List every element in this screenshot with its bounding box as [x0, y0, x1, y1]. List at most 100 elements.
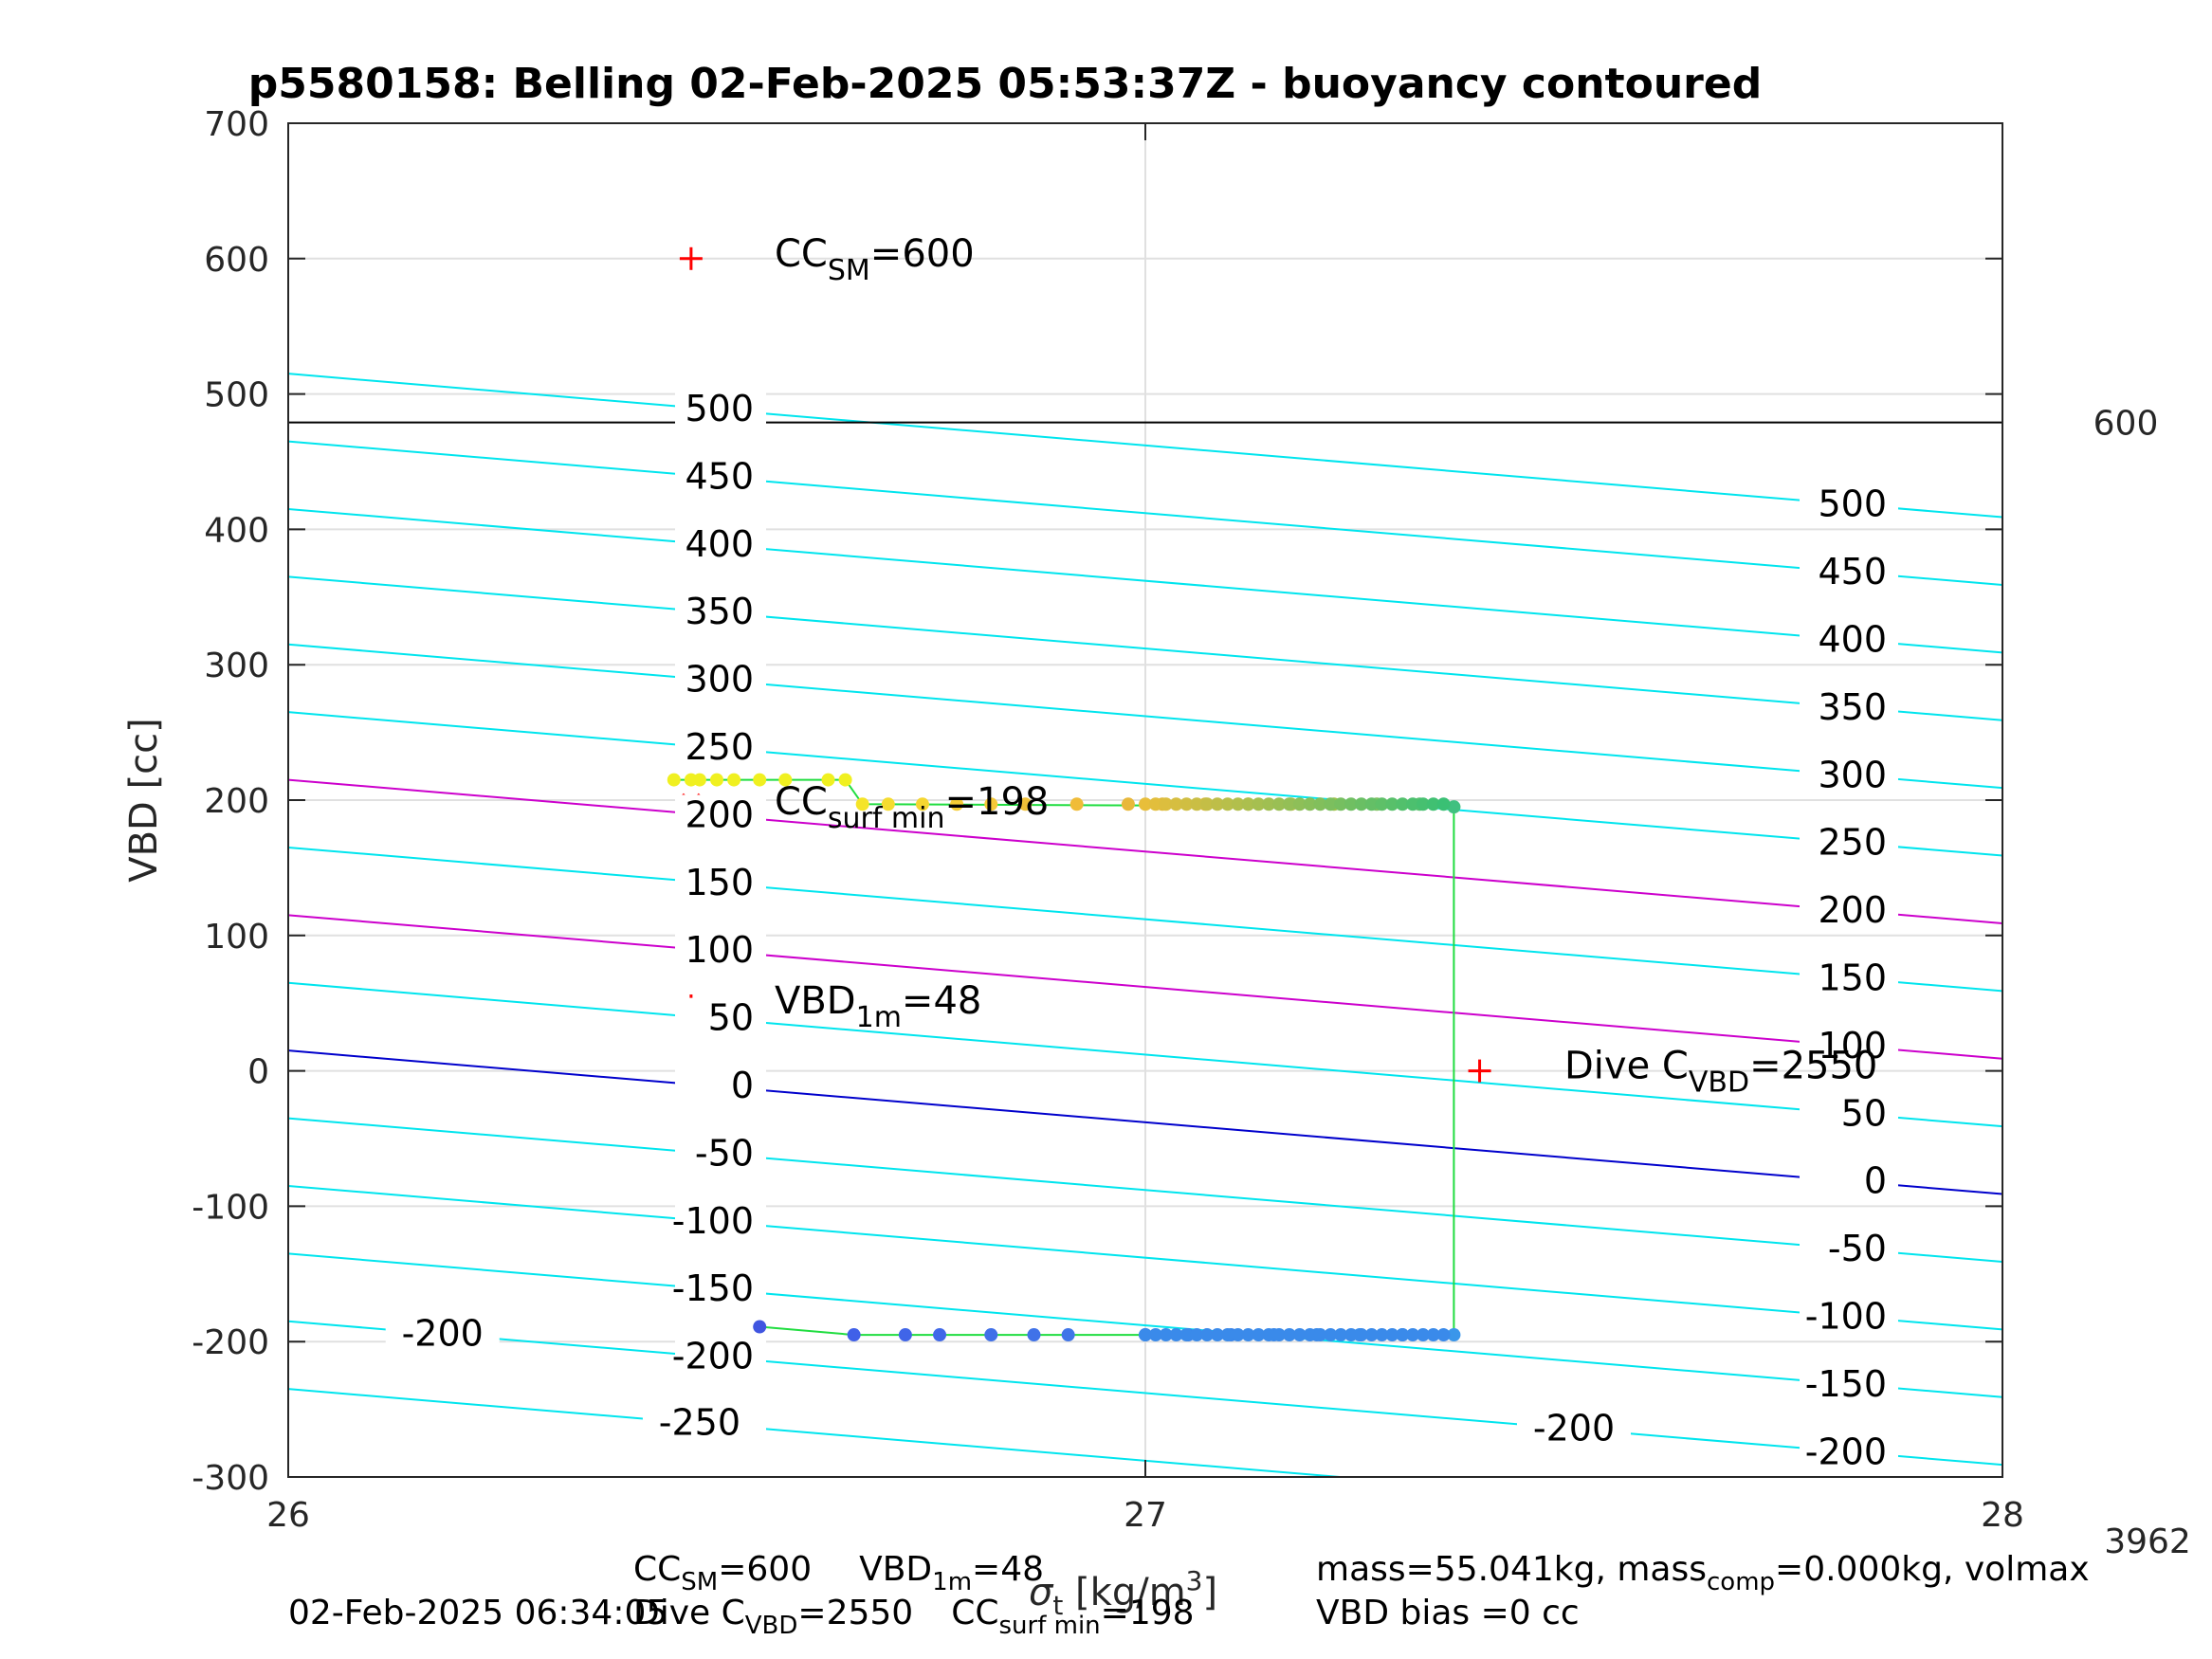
contour-label-right: 0 — [1864, 1160, 1887, 1202]
reference-line: 600 — [288, 405, 2158, 444]
contour-label-right: -200 — [1805, 1431, 1887, 1472]
data-point — [667, 773, 681, 787]
data-point — [915, 797, 929, 811]
data-point — [1210, 797, 1224, 811]
data-point — [1262, 797, 1276, 811]
data-point — [1375, 797, 1389, 811]
contour-label-left: 300 — [685, 659, 754, 701]
contour-label-bg — [675, 1200, 766, 1243]
y-tick-label: -100 — [192, 1188, 269, 1227]
contour-line — [288, 914, 2002, 1060]
contour-line — [288, 1117, 2002, 1263]
data-point — [1396, 797, 1410, 811]
data-point — [1210, 1328, 1224, 1342]
contour-label-left: 50 — [708, 997, 754, 1039]
data-point — [1334, 797, 1348, 811]
data-point — [838, 773, 852, 787]
contour-label-left: -50 — [695, 1132, 754, 1174]
contour-label-bg — [1800, 890, 1898, 933]
data-point — [1061, 1328, 1075, 1342]
data-point — [1069, 797, 1084, 811]
contour-label-right: 250 — [1818, 822, 1887, 864]
contour-label-bg — [1800, 619, 1898, 662]
data-point — [710, 773, 723, 787]
data-point — [1148, 1328, 1162, 1342]
data-point — [1220, 1328, 1234, 1342]
contour-label-bg — [1800, 483, 1898, 526]
contour-label-bg — [675, 389, 766, 431]
data-point — [1169, 1328, 1183, 1342]
contour-label-right: 200 — [1818, 889, 1887, 931]
contour-label-left: -150 — [672, 1267, 754, 1309]
corner-label: 3962 — [2104, 1522, 2191, 1561]
contour-line — [288, 507, 2002, 654]
contour-label-bg — [675, 930, 766, 973]
contour-label-left: -200 — [672, 1336, 754, 1377]
data-point — [1241, 1328, 1255, 1342]
data-point — [847, 1328, 861, 1342]
data-point — [1436, 1328, 1451, 1342]
contour-label-left: 500 — [685, 388, 754, 429]
data-point — [1406, 1328, 1420, 1342]
contour-line — [288, 373, 2002, 519]
contour-label-left: 250 — [685, 726, 754, 768]
data-point — [1139, 797, 1152, 811]
y-tick-label: 700 — [204, 105, 269, 144]
data-point — [1200, 1328, 1215, 1342]
contour-label-bg — [675, 592, 766, 634]
footer-vbd-bias: VBD bias =0 cc — [1316, 1594, 1580, 1632]
contour-label-right: 350 — [1818, 686, 1887, 728]
contour-line — [288, 1320, 2002, 1467]
data-point — [1354, 797, 1368, 811]
data-point — [1159, 1328, 1173, 1342]
data-point — [1027, 1328, 1041, 1342]
data-point — [898, 1328, 912, 1342]
contour-label-left: 100 — [685, 929, 754, 971]
contour-label-bg — [1800, 1025, 1898, 1067]
y-tick-label: 300 — [204, 647, 269, 685]
data-point — [1272, 1328, 1287, 1342]
data-point — [1231, 797, 1245, 811]
data-point — [1190, 1328, 1204, 1342]
contour-label-left: 350 — [685, 591, 754, 632]
data-points — [667, 756, 1461, 1342]
contour-line — [288, 711, 2002, 857]
y-tick-label: -200 — [192, 1323, 269, 1362]
contour-label-right: -100 — [1805, 1295, 1887, 1337]
chart-title: p5580158: Belling 02-Feb-2025 05:53:37Z … — [248, 60, 1762, 108]
contour-label-bg — [1800, 1093, 1898, 1136]
data-point — [1447, 800, 1461, 814]
contour-label-bg — [642, 1402, 757, 1445]
annotations: CCSM=600 CCsurf min=198 VBD1m=48 Dive CVBD=… — [775, 232, 1877, 1100]
contour-label-right: 450 — [1818, 551, 1887, 592]
data-point — [1406, 797, 1420, 811]
contour-label-bg — [675, 523, 766, 566]
data-point — [1220, 797, 1234, 811]
data-point — [1231, 1328, 1245, 1342]
contour-line — [288, 1049, 2002, 1195]
annotation-cc-sm: CCSM=600 — [775, 232, 975, 287]
contour-label-bg — [1800, 1431, 1898, 1474]
contour-label-bg — [1800, 957, 1898, 1000]
data-point — [1324, 797, 1338, 811]
reference-label: 600 — [2093, 405, 2159, 444]
contour-label-left: 150 — [685, 862, 754, 903]
data-point — [984, 1328, 998, 1342]
contour-label-left: 0 — [731, 1065, 754, 1106]
data-point — [1121, 797, 1135, 811]
contour-label-left: 400 — [685, 523, 754, 565]
contour-line — [288, 575, 2002, 721]
data-point — [1282, 797, 1296, 811]
x-tick-label: 26 — [266, 1496, 310, 1535]
contour-label-bg — [675, 1066, 766, 1108]
contour-label-right: -50 — [1828, 1228, 1887, 1269]
data-point — [1292, 1328, 1307, 1342]
data-point — [1179, 1328, 1194, 1342]
data-point — [950, 797, 964, 811]
annotation-dive-c-vbd: Dive CVBD=2550 — [1564, 1045, 1877, 1100]
data-point — [753, 1320, 767, 1334]
contour-label-right: 300 — [1818, 754, 1887, 795]
data-point — [1252, 797, 1266, 811]
contour-line — [288, 778, 2002, 924]
contour-label-bg — [675, 862, 766, 904]
